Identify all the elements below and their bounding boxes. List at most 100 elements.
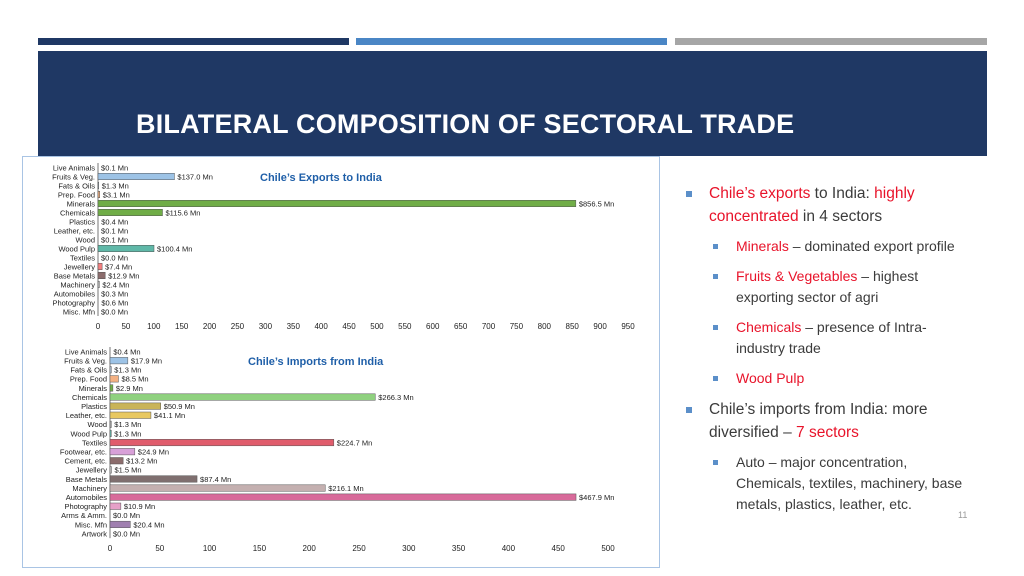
import-data-label: $41.1 Mn [154, 411, 185, 420]
export-data-label: $856.5 Mn [579, 199, 614, 208]
import-bar [109, 439, 335, 447]
export-data-label: $0.0 Mn [101, 253, 128, 262]
bullet-text: Chile’s imports from India: more diversi… [709, 401, 928, 441]
export-category-label: Plastics [69, 217, 95, 226]
export-data-label: $0.1 Mn [101, 235, 128, 244]
export-data-label: $1.3 Mn [102, 181, 129, 190]
import-bar [109, 420, 112, 428]
import-bar [109, 520, 131, 528]
import-category-label: Cement, etc. [64, 457, 107, 466]
import-bar [109, 393, 376, 401]
import-data-label: $20.4 Mn [133, 520, 164, 529]
import-x-tick-label: 50 [155, 544, 164, 553]
bullet-exports: Chile’s exports to India: highly concent… [682, 182, 972, 228]
import-category-label: Machinery [72, 484, 107, 493]
import-bar [109, 475, 198, 483]
import-bar [109, 502, 122, 510]
square-bullet-icon [686, 191, 692, 197]
export-data-label: $0.1 Mn [101, 226, 128, 235]
bullet-text: in 4 sectors [798, 208, 883, 225]
export-bar [97, 182, 99, 189]
import-category-label: Chemicals [72, 393, 107, 402]
export-x-tick-label: 450 [342, 322, 356, 331]
import-data-label: $1.3 Mn [114, 420, 141, 429]
export-x-tick-label: 750 [510, 322, 524, 331]
export-category-label: Photography [52, 298, 95, 307]
import-data-label: $1.3 Mn [114, 366, 141, 375]
import-bar [109, 484, 326, 492]
import-data-label: $216.1 Mn [328, 484, 363, 493]
export-x-tick-label: 550 [398, 322, 412, 331]
export-x-tick-label: 850 [566, 322, 580, 331]
import-data-label: $1.5 Mn [114, 466, 141, 475]
import-bar [109, 448, 136, 456]
export-x-tick-label: 50 [121, 322, 130, 331]
import-category-label: Textiles [82, 438, 107, 447]
bullet-highlight: Minerals [736, 238, 789, 254]
import-category-label: Footwear, etc. [60, 447, 107, 456]
bullet-highlight: 7 sectors [796, 424, 859, 441]
import-data-label: $2.9 Mn [116, 384, 143, 393]
import-data-label: $17.9 Mn [131, 356, 162, 365]
import-bar [109, 466, 112, 474]
bullet-auto: Auto – major concentration, Chemicals, t… [682, 452, 972, 515]
import-x-tick-label: 150 [253, 544, 267, 553]
export-category-label: Live Animals [53, 163, 95, 172]
import-data-label: $224.7 Mn [337, 438, 372, 447]
import-x-tick-label: 450 [552, 544, 566, 553]
export-category-label: Misc. Mfn [63, 307, 95, 316]
export-bar [97, 191, 100, 198]
import-data-label: $0.4 Mn [113, 347, 140, 356]
export-category-label: Wood Pulp [58, 244, 95, 253]
export-x-tick-label: 700 [482, 322, 496, 331]
header-stripe-gray [675, 38, 987, 45]
export-x-tick-label: 950 [621, 322, 635, 331]
export-x-tick-label: 350 [287, 322, 301, 331]
export-category-label: Base Metals [54, 271, 96, 280]
export-category-label: Fats & Oils [58, 181, 95, 190]
import-bar [109, 357, 129, 365]
import-category-label: Jewellery [76, 466, 108, 475]
export-category-label: Jewellery [64, 262, 96, 271]
export-category-label: Textiles [70, 253, 95, 262]
export-data-label: $7.4 Mn [105, 262, 132, 271]
square-bullet-icon [713, 325, 718, 330]
bullet-text: – highest exporting sector of agri [736, 268, 919, 305]
import-data-label: $0.0 Mn [113, 511, 140, 520]
export-data-label: $0.6 Mn [101, 298, 128, 307]
export-category-label: Prep. Food [58, 190, 95, 199]
export-x-tick-label: 150 [175, 322, 189, 331]
export-x-tick-label: 500 [370, 322, 384, 331]
page-number: 11 [958, 510, 968, 520]
bullet-highlight: Fruits & Vegetables [736, 268, 858, 284]
export-data-label: $0.3 Mn [101, 289, 128, 298]
square-bullet-icon [713, 460, 718, 465]
trade-charts-panel: Chile’s Exports to India Live Animals $0.1… [22, 156, 660, 568]
import-category-label: Base Metals [66, 475, 108, 484]
export-bar [97, 173, 175, 180]
export-category-label: Fruits & Veg. [52, 172, 95, 181]
export-category-label: Wood [76, 235, 95, 244]
import-data-label: $0.0 Mn [113, 529, 140, 538]
export-data-label: $115.6 Mn [165, 208, 200, 217]
import-bar [109, 366, 112, 374]
import-data-label: $467.9 Mn [579, 493, 614, 502]
export-x-tick-label: 400 [314, 322, 328, 331]
import-bar [109, 384, 114, 392]
export-data-label: $0.1 Mn [101, 163, 128, 172]
square-bullet-icon [686, 407, 692, 413]
export-bar [97, 281, 100, 288]
export-x-tick-label: 800 [538, 322, 552, 331]
import-bar [109, 375, 119, 383]
export-x-tick-label: 900 [593, 322, 607, 331]
export-x-tick-label: 200 [203, 322, 217, 331]
export-x-tick-label: 600 [426, 322, 440, 331]
import-bar [109, 493, 577, 501]
export-data-label: $2.4 Mn [102, 280, 129, 289]
import-x-tick-label: 350 [452, 544, 466, 553]
bullet-minerals: Minerals – dominated export profile [682, 236, 972, 257]
export-category-label: Automobiles [54, 289, 96, 298]
square-bullet-icon [713, 274, 718, 279]
export-category-label: Chemicals [60, 208, 95, 217]
export-data-label: $0.0 Mn [101, 307, 128, 316]
